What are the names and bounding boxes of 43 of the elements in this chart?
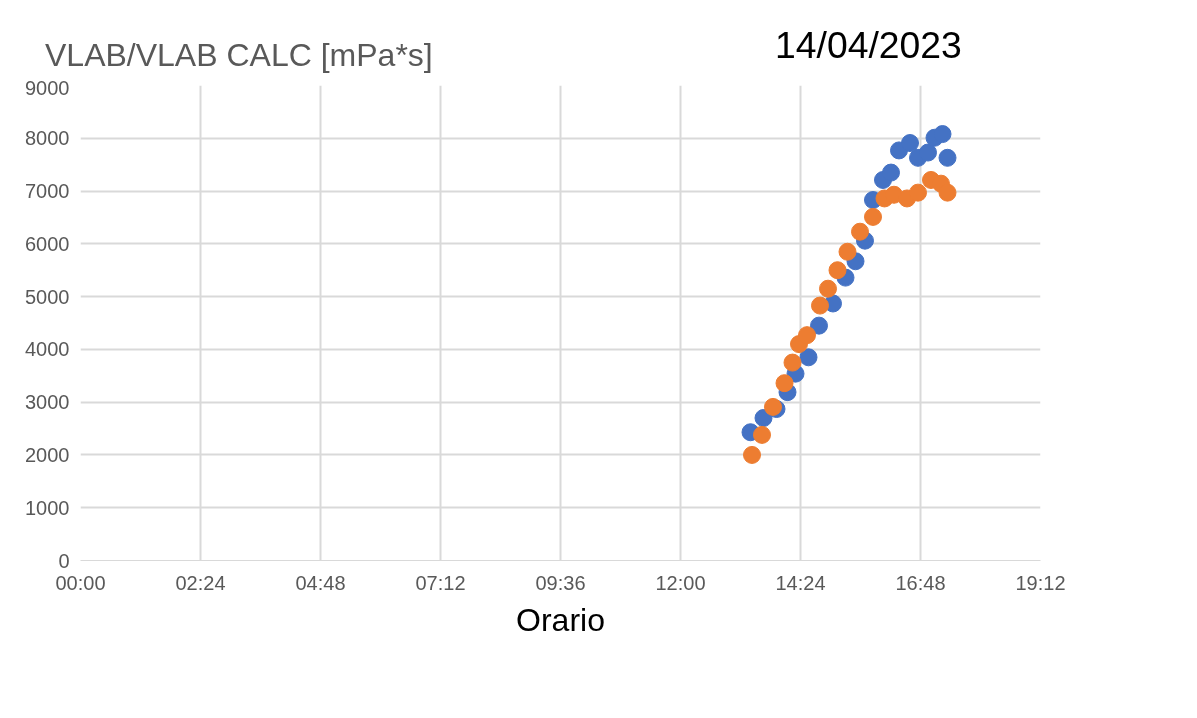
- point: [919, 143, 937, 162]
- point: [810, 316, 828, 335]
- y-tick-label: 9000: [25, 76, 70, 99]
- point: [938, 148, 957, 167]
- point: [799, 348, 818, 367]
- x-tick-label: 00:00: [55, 571, 106, 594]
- x-tick-label: 09:36: [535, 571, 586, 594]
- point: [775, 374, 794, 393]
- point: [819, 279, 837, 298]
- point: [764, 397, 782, 416]
- x-tick-label: 14:24: [775, 571, 826, 594]
- y-tick-label: 6000: [25, 232, 70, 255]
- point: [933, 125, 952, 144]
- x-tick-label: 04:48: [295, 571, 346, 594]
- point: [882, 163, 900, 182]
- point: [753, 425, 771, 444]
- y-tick-label: 2000: [25, 443, 70, 466]
- x-tick-label: 07:12: [415, 571, 466, 594]
- point: [864, 207, 882, 226]
- point: [798, 326, 816, 345]
- y-tick-label: 3000: [25, 391, 70, 414]
- point: [811, 296, 829, 315]
- y-tick-label: 8000: [25, 127, 70, 150]
- x-tick-label: 16:48: [895, 571, 946, 594]
- x-tick-label: 12:00: [655, 571, 706, 594]
- x-tick-label: 19:12: [1015, 571, 1066, 594]
- point: [851, 222, 869, 241]
- x-tick-label: 02:24: [175, 571, 226, 594]
- point: [783, 353, 802, 372]
- y-tick-label: 7000: [25, 180, 70, 203]
- point: [901, 134, 919, 153]
- point: [828, 261, 847, 280]
- point: [938, 183, 957, 202]
- y-tick-label: 4000: [25, 338, 70, 361]
- text: 14/04/2023: [775, 23, 962, 68]
- point: [743, 445, 761, 464]
- point: [909, 183, 927, 202]
- y-tick-label: 5000: [25, 285, 70, 308]
- chart-title: VLAB/VLAB CALC [mPa*s]: [45, 37, 433, 73]
- x-axis-title: Orario: [516, 601, 605, 638]
- y-tick-label: 1000: [25, 496, 70, 519]
- point: [838, 242, 857, 261]
- y-tick-label: 0: [58, 549, 70, 572]
